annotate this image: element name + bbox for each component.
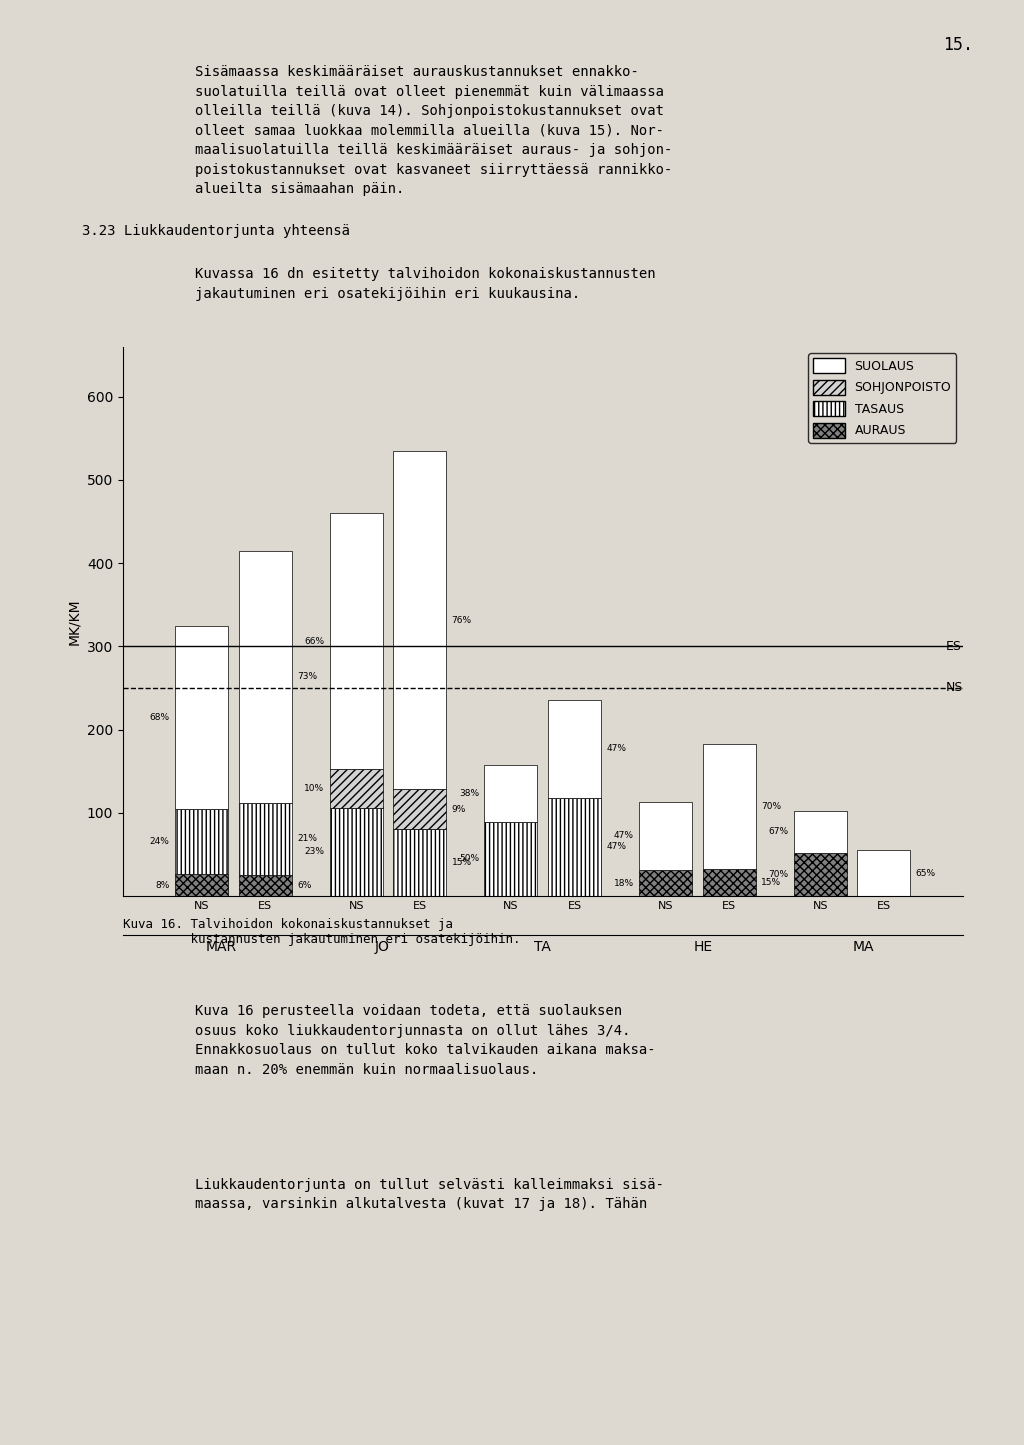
Text: 76%: 76%: [452, 616, 472, 624]
Text: Sisämaassa keskimääräiset aurauskustannukset ennakko-
suolatuilla teillä ovat ol: Sisämaassa keskimääräiset aurauskustannu…: [195, 65, 672, 197]
Bar: [484, 822, 538, 896]
Bar: [548, 699, 601, 798]
Text: 47%: 47%: [606, 842, 627, 851]
Legend: SUOLAUS, SOHJONPOISTO, TASAUS, AURAUS: SUOLAUS, SOHJONPOISTO, TASAUS, AURAUS: [808, 353, 956, 442]
Text: 15.: 15.: [943, 36, 973, 53]
Text: 38%: 38%: [459, 789, 479, 798]
Text: 47%: 47%: [613, 831, 634, 841]
Text: 50%: 50%: [459, 854, 479, 863]
Text: 65%: 65%: [915, 868, 936, 877]
Bar: [175, 874, 228, 896]
Text: 3.23 Liukkaudentorjunta yhteensä: 3.23 Liukkaudentorjunta yhteensä: [82, 224, 350, 238]
Bar: [639, 802, 692, 870]
Text: 66%: 66%: [304, 637, 325, 646]
Bar: [393, 451, 446, 789]
Text: NS: NS: [946, 682, 964, 695]
Text: 73%: 73%: [297, 672, 317, 681]
Text: 24%: 24%: [150, 837, 170, 847]
Text: ES: ES: [946, 640, 962, 653]
Bar: [702, 870, 756, 896]
Text: 15%: 15%: [452, 858, 472, 867]
Bar: [175, 809, 228, 874]
Bar: [239, 803, 292, 876]
Bar: [239, 876, 292, 896]
Bar: [702, 744, 756, 870]
Text: 6%: 6%: [297, 881, 311, 890]
Bar: [548, 798, 601, 896]
Text: 68%: 68%: [150, 712, 170, 722]
Text: 47%: 47%: [606, 744, 627, 753]
Text: 21%: 21%: [297, 834, 317, 844]
Bar: [639, 870, 692, 896]
Text: Liukkaudentorjunta on tullut selvästi kalleimmaksi sisä-
maassa, varsinkin alkut: Liukkaudentorjunta on tullut selvästi ka…: [195, 1178, 664, 1211]
Bar: [175, 626, 228, 809]
Text: Kuvassa 16 dn esitetty talvihoidon kokonaiskustannusten
jakautuminen eri osateki: Kuvassa 16 dn esitetty talvihoidon kokon…: [195, 267, 655, 301]
Bar: [857, 850, 910, 896]
Text: 23%: 23%: [304, 847, 325, 857]
Bar: [484, 766, 538, 822]
Bar: [794, 853, 847, 896]
Text: 10%: 10%: [304, 785, 325, 793]
Text: 70%: 70%: [761, 802, 781, 812]
Bar: [330, 769, 383, 808]
Text: Kuva 16. Talvihoidon kokonaiskustannukset ja
         kustannusten jakautuminen : Kuva 16. Talvihoidon kokonaiskustannukse…: [123, 918, 520, 945]
Text: 9%: 9%: [452, 805, 466, 814]
Text: 8%: 8%: [156, 880, 170, 890]
Text: 18%: 18%: [613, 879, 634, 887]
Bar: [393, 829, 446, 896]
Text: 15%: 15%: [761, 879, 781, 887]
Y-axis label: MK/KM: MK/KM: [68, 598, 81, 644]
Bar: [393, 789, 446, 829]
Bar: [794, 811, 847, 853]
Bar: [239, 551, 292, 803]
Text: 67%: 67%: [768, 828, 788, 837]
Bar: [330, 808, 383, 896]
Bar: [330, 513, 383, 769]
Text: 70%: 70%: [768, 870, 788, 879]
Text: Kuva 16 perusteella voidaan todeta, että suolauksen
osuus koko liukkaudentorjunn: Kuva 16 perusteella voidaan todeta, että…: [195, 1004, 655, 1077]
